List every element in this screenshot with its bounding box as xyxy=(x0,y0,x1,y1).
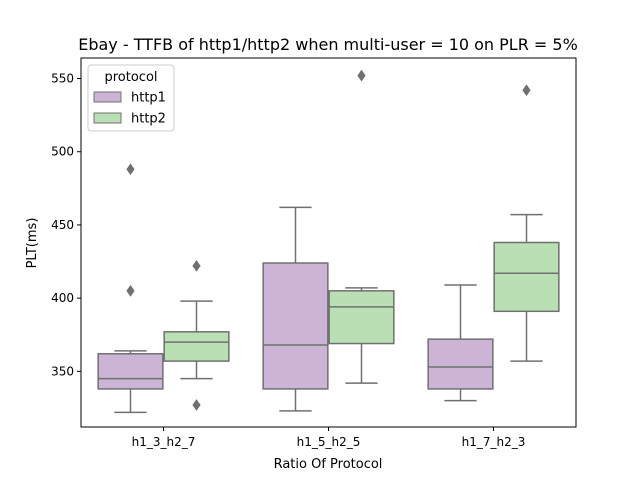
legend-entry-http2: http2 xyxy=(131,112,166,127)
y-tick-label: 350 xyxy=(51,364,74,378)
outlier-point xyxy=(126,284,135,297)
box-http2-h1_7_h2_3 xyxy=(493,84,560,362)
chart-title: Ebay - TTFB of http1/http2 when multi-us… xyxy=(78,35,578,54)
outlier-point xyxy=(357,69,366,82)
x-tick-label: h1_7_h2_3 xyxy=(462,435,526,449)
outlier-point xyxy=(192,399,201,411)
outlier-point xyxy=(126,163,135,176)
legend-swatch-http2 xyxy=(93,112,122,124)
x-tick-label: h1_3_h2_7 xyxy=(132,435,196,449)
legend-swatch-http1 xyxy=(93,91,122,103)
legend-entry-http1: http1 xyxy=(131,91,166,106)
plot-frame xyxy=(80,57,577,428)
x-axis-label: Ratio Of Protocol xyxy=(274,457,383,472)
iqr-box xyxy=(163,331,230,362)
box-http1-h1_7_h2_3 xyxy=(427,284,494,402)
y-tick-label: 550 xyxy=(51,72,74,86)
y-axis-label: PLT(ms) xyxy=(25,218,40,269)
y-tick-label: 450 xyxy=(51,218,74,232)
iqr-box xyxy=(97,353,164,390)
box-http2-h1_3_h2_7 xyxy=(163,260,230,411)
outlier-point xyxy=(522,84,531,97)
legend-title: protocol xyxy=(104,70,157,85)
y-tick-label: 500 xyxy=(51,145,74,159)
iqr-box xyxy=(493,241,560,313)
iqr-box xyxy=(262,262,329,390)
box-http1-h1_5_h2_5 xyxy=(262,206,329,412)
box-http1-h1_3_h2_7 xyxy=(97,163,164,414)
legend: protocol http1 http2 xyxy=(87,64,175,132)
x-tick-label: h1_5_h2_5 xyxy=(297,435,361,449)
iqr-box xyxy=(328,290,395,345)
outlier-point xyxy=(192,260,201,272)
iqr-box xyxy=(427,338,494,390)
box-http2-h1_5_h2_5 xyxy=(328,69,395,384)
y-tick-label: 400 xyxy=(51,291,74,305)
